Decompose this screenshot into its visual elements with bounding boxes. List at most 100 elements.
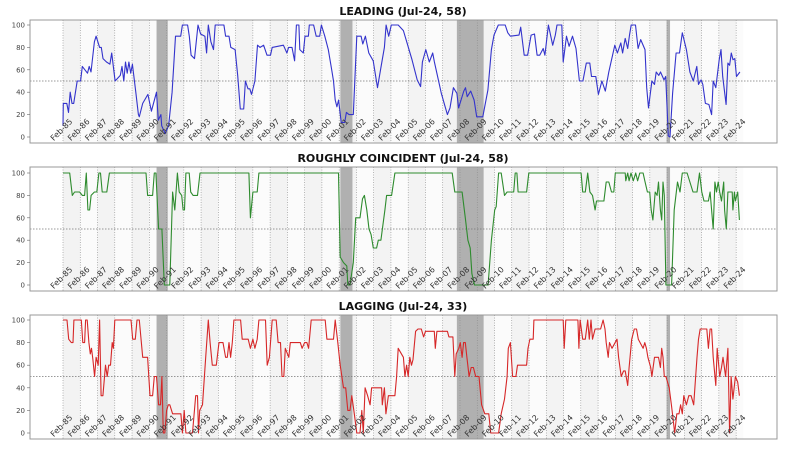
y-tick-label: 20	[16, 111, 25, 119]
recession-shading	[666, 315, 671, 439]
year-band	[701, 20, 719, 143]
year-band	[390, 315, 409, 439]
year-band	[408, 20, 426, 143]
year-band	[529, 315, 547, 439]
year-band	[63, 20, 81, 143]
year-band	[649, 315, 668, 439]
recession-shading	[340, 20, 353, 143]
y-tick-label: 20	[16, 259, 25, 267]
year-band	[287, 315, 305, 439]
series-line	[63, 319, 740, 434]
year-band	[201, 20, 219, 143]
year-band	[580, 20, 599, 143]
series-line	[63, 172, 740, 286]
chart-panel-1: Feb-85Feb-86Feb-87Feb-88Feb-89Feb-90Feb-…	[12, 152, 778, 292]
year-band	[114, 20, 133, 143]
y-tick-label: 0	[21, 430, 25, 438]
y-tick-label: 60	[16, 66, 25, 74]
year-band	[218, 315, 236, 439]
chart-title: LAGGING (Jul-24, 33)	[339, 300, 468, 313]
year-band	[63, 167, 81, 291]
year-band	[321, 315, 340, 439]
year-band	[563, 167, 581, 291]
year-band	[425, 20, 443, 143]
year-band	[408, 315, 426, 439]
y-tick-label: 80	[16, 192, 25, 200]
year-band	[563, 315, 581, 439]
year-band	[114, 315, 133, 439]
recession-shading	[666, 20, 671, 143]
year-band	[684, 167, 702, 291]
y-tick-label: 40	[16, 89, 25, 97]
year-band	[201, 315, 219, 439]
year-band	[270, 167, 288, 291]
year-band	[356, 167, 374, 291]
year-band	[546, 167, 564, 291]
year-band	[408, 167, 426, 291]
plot-frame	[29, 166, 778, 292]
plot-frame	[29, 314, 778, 440]
year-band	[649, 20, 668, 143]
year-band	[684, 315, 702, 439]
year-band	[390, 20, 409, 143]
y-tick-label: 0	[21, 134, 25, 142]
year-band	[235, 315, 253, 439]
year-band	[80, 167, 98, 291]
y-tick-label: 40	[16, 237, 25, 245]
year-band	[736, 315, 744, 439]
year-band	[356, 315, 374, 439]
year-band	[304, 20, 322, 143]
year-band	[97, 315, 115, 439]
year-band	[132, 167, 150, 291]
year-band	[701, 315, 719, 439]
y-tick-label: 60	[16, 362, 25, 370]
y-tick-label: 80	[16, 44, 25, 52]
recession-shading	[456, 167, 484, 291]
year-band	[546, 315, 564, 439]
chart-title: ROUGHLY COINCIDENT (Jul-24, 58)	[297, 152, 508, 165]
y-tick-label: 100	[12, 317, 25, 325]
series-line	[62, 24, 741, 138]
year-band	[287, 167, 305, 291]
year-band	[615, 20, 633, 143]
year-band	[736, 167, 744, 291]
year-band	[425, 315, 443, 439]
year-band	[270, 315, 288, 439]
year-band	[615, 167, 633, 291]
chart-panel-2: Feb-85Feb-86Feb-87Feb-88Feb-89Feb-90Feb-…	[12, 300, 778, 440]
year-band	[132, 20, 150, 143]
chart-title: LEADING (Jul-24, 58)	[339, 5, 466, 18]
y-tick-label: 100	[12, 170, 25, 178]
year-band	[63, 315, 81, 439]
year-band	[511, 315, 530, 439]
y-tick-label: 20	[16, 407, 25, 415]
year-band	[252, 315, 271, 439]
year-band	[183, 20, 202, 143]
year-band	[442, 315, 460, 439]
year-band	[494, 315, 512, 439]
year-band	[425, 167, 443, 291]
year-band	[166, 20, 184, 143]
year-band	[615, 315, 633, 439]
y-tick-label: 40	[16, 384, 25, 392]
plot-frame	[29, 19, 778, 144]
year-band	[494, 20, 512, 143]
year-band	[736, 20, 744, 143]
year-band	[218, 20, 236, 143]
year-band	[356, 20, 374, 143]
y-tick-label: 0	[21, 282, 25, 290]
year-band	[321, 20, 340, 143]
y-tick-label: 80	[16, 339, 25, 347]
year-band	[132, 315, 150, 439]
year-band	[718, 315, 737, 439]
year-band	[684, 20, 702, 143]
year-band	[580, 315, 599, 439]
year-band	[201, 167, 219, 291]
year-band	[270, 20, 288, 143]
year-band	[218, 167, 236, 291]
y-tick-label: 100	[12, 22, 25, 30]
year-band	[235, 20, 253, 143]
recession-shading	[456, 20, 484, 143]
recession-shading	[156, 20, 168, 143]
